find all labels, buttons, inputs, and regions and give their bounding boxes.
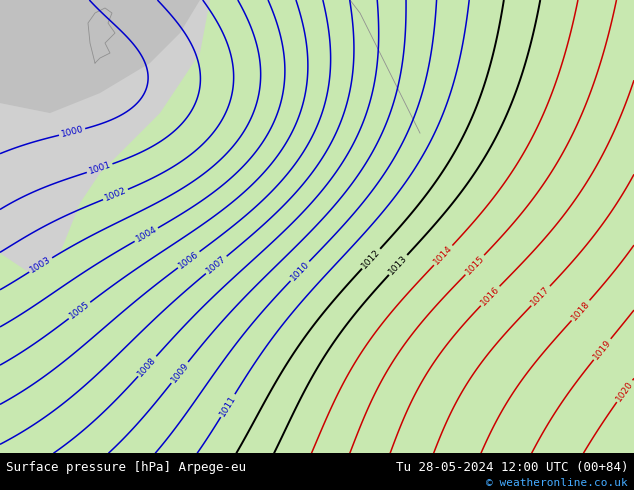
Text: 1013: 1013	[387, 253, 409, 276]
Text: 1005: 1005	[68, 300, 91, 321]
Text: 1001: 1001	[87, 160, 112, 176]
Text: 1018: 1018	[569, 299, 592, 322]
Text: 1003: 1003	[29, 255, 53, 275]
Text: 1007: 1007	[205, 254, 228, 276]
Text: 1010: 1010	[288, 260, 311, 283]
Text: 1009: 1009	[169, 361, 190, 384]
Text: 1020: 1020	[614, 379, 634, 403]
Text: 1017: 1017	[529, 285, 552, 307]
Text: 1006: 1006	[177, 249, 200, 270]
Text: 1015: 1015	[463, 253, 486, 276]
Text: © weatheronline.co.uk: © weatheronline.co.uk	[486, 478, 628, 488]
Text: 1012: 1012	[360, 247, 382, 270]
Text: 1008: 1008	[136, 355, 158, 378]
Text: Surface pressure [hPa] Arpege-eu: Surface pressure [hPa] Arpege-eu	[6, 461, 246, 474]
Text: Tu 28-05-2024 12:00 UTC (00+84): Tu 28-05-2024 12:00 UTC (00+84)	[396, 461, 628, 474]
Text: 1011: 1011	[218, 393, 238, 418]
Text: 1004: 1004	[134, 225, 158, 244]
Polygon shape	[0, 0, 200, 113]
Text: 1000: 1000	[60, 125, 84, 139]
Text: 1016: 1016	[479, 285, 501, 307]
Polygon shape	[0, 0, 210, 273]
Text: 1002: 1002	[103, 186, 128, 203]
Text: 1019: 1019	[592, 338, 613, 361]
Text: 1014: 1014	[432, 244, 455, 267]
